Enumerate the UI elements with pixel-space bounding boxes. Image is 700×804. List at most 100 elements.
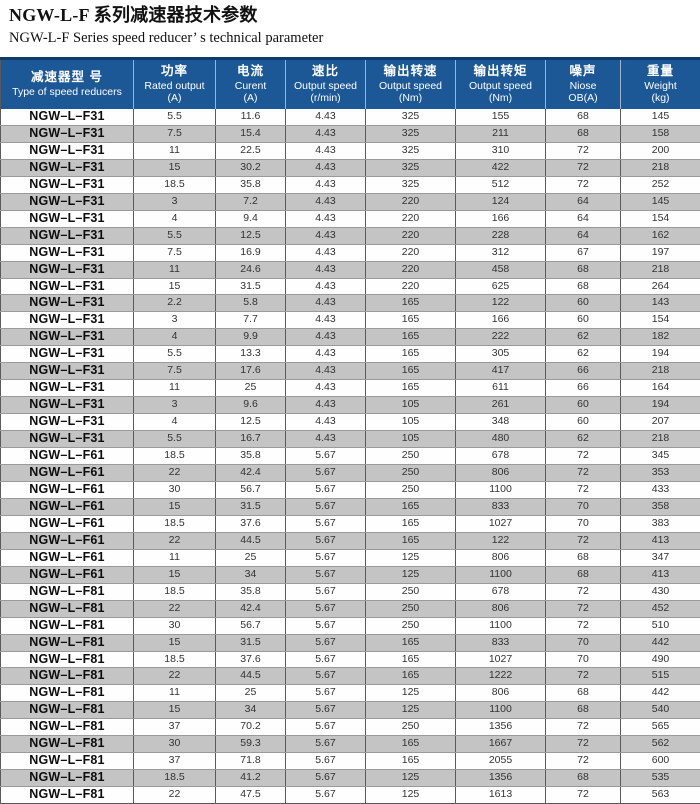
value-cell: 145 — [621, 193, 700, 210]
value-cell: 348 — [456, 414, 546, 431]
value-cell: 34 — [216, 566, 286, 583]
header-label-en: Weight — [621, 80, 700, 93]
value-cell: 325 — [366, 142, 456, 159]
value-cell: 678 — [456, 583, 546, 600]
value-cell: 72 — [546, 159, 621, 176]
value-cell: 165 — [366, 515, 456, 532]
value-cell: 182 — [621, 329, 700, 346]
value-cell: 4.43 — [286, 142, 366, 159]
value-cell: 806 — [456, 685, 546, 702]
value-cell: 4.43 — [286, 176, 366, 193]
value-cell: 165 — [366, 312, 456, 329]
value-cell: 64 — [546, 210, 621, 227]
value-cell: 30 — [134, 481, 216, 498]
value-cell: 1613 — [456, 787, 546, 804]
value-cell: 31.5 — [216, 498, 286, 515]
value-cell: 154 — [621, 312, 700, 329]
value-cell: 7.5 — [134, 244, 216, 261]
value-cell: 70 — [546, 651, 621, 668]
value-cell: 22 — [134, 532, 216, 549]
value-cell: 4.43 — [286, 312, 366, 329]
value-cell: 60 — [546, 414, 621, 431]
value-cell: 250 — [366, 448, 456, 465]
value-cell: 165 — [366, 295, 456, 312]
value-cell: 422 — [456, 159, 546, 176]
value-cell: 15 — [134, 702, 216, 719]
value-cell: 7.5 — [134, 125, 216, 142]
model-cell: NGW–L–F31 — [1, 159, 134, 176]
value-cell: 678 — [456, 448, 546, 465]
value-cell: 15.4 — [216, 125, 286, 142]
value-cell: 261 — [456, 397, 546, 414]
header-label-cn: 输出转矩 — [456, 64, 545, 80]
value-cell: 480 — [456, 431, 546, 448]
value-cell: 806 — [456, 549, 546, 566]
model-cell: NGW–L–F61 — [1, 532, 134, 549]
value-cell: 72 — [546, 448, 621, 465]
value-cell: 5.67 — [286, 532, 366, 549]
value-cell: 66 — [546, 363, 621, 380]
value-cell: 164 — [621, 380, 700, 397]
value-cell: 125 — [366, 702, 456, 719]
value-cell: 71.8 — [216, 753, 286, 770]
value-cell: 5.67 — [286, 787, 366, 804]
value-cell: 18.5 — [134, 651, 216, 668]
header-label-cn: 输出转速 — [366, 64, 455, 80]
value-cell: 35.8 — [216, 583, 286, 600]
value-cell: 18.5 — [134, 176, 216, 193]
value-cell: 72 — [546, 176, 621, 193]
model-cell: NGW–L–F61 — [1, 498, 134, 515]
value-cell: 68 — [546, 685, 621, 702]
model-cell: NGW–L–F81 — [1, 617, 134, 634]
value-cell: 60 — [546, 312, 621, 329]
model-cell: NGW–L–F31 — [1, 363, 134, 380]
value-cell: 165 — [366, 651, 456, 668]
value-cell: 252 — [621, 176, 700, 193]
value-cell: 250 — [366, 600, 456, 617]
value-cell: 72 — [546, 719, 621, 736]
model-cell: NGW–L–F31 — [1, 414, 134, 431]
value-cell: 72 — [546, 736, 621, 753]
header-unit: OB(A) — [546, 92, 620, 105]
header-label-en: Output speed — [456, 80, 545, 93]
value-cell: 250 — [366, 583, 456, 600]
value-cell: 218 — [621, 363, 700, 380]
value-cell: 66 — [546, 380, 621, 397]
value-cell: 60 — [546, 397, 621, 414]
value-cell: 1356 — [456, 719, 546, 736]
value-cell: 611 — [456, 380, 546, 397]
header-label-cn: 功率 — [134, 64, 215, 80]
value-cell: 452 — [621, 600, 700, 617]
value-cell: 125 — [366, 566, 456, 583]
value-cell: 218 — [621, 431, 700, 448]
value-cell: 125 — [366, 549, 456, 566]
value-cell: 5.5 — [134, 227, 216, 244]
value-cell: 154 — [621, 210, 700, 227]
value-cell: 625 — [456, 278, 546, 295]
value-cell: 166 — [456, 312, 546, 329]
value-cell: 11 — [134, 261, 216, 278]
value-cell: 13.3 — [216, 346, 286, 363]
value-cell: 37.6 — [216, 651, 286, 668]
value-cell: 22 — [134, 668, 216, 685]
value-cell: 125 — [366, 685, 456, 702]
value-cell: 1100 — [456, 702, 546, 719]
header-unit: (Nm) — [366, 92, 455, 105]
